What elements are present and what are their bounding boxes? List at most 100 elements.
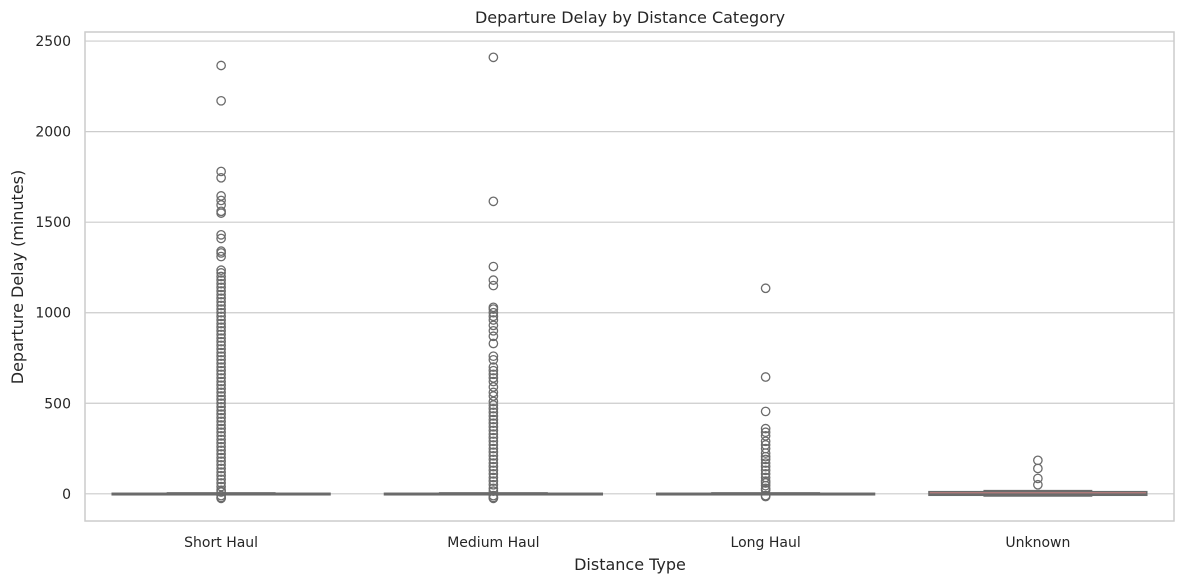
outlier-point bbox=[488, 440, 499, 450]
outlier-point bbox=[760, 427, 771, 438]
outlier-point bbox=[216, 300, 226, 311]
outlier-point bbox=[216, 233, 226, 244]
outlier-point bbox=[216, 265, 226, 276]
outlier-point bbox=[488, 411, 499, 421]
outlier-point bbox=[216, 449, 226, 459]
outlier-point bbox=[488, 407, 499, 418]
outlier-point bbox=[488, 421, 499, 432]
outlier-point bbox=[488, 275, 499, 285]
outlier-point bbox=[216, 398, 226, 409]
outlier-point bbox=[760, 478, 771, 488]
outlier-point bbox=[216, 409, 226, 419]
outlier-point bbox=[216, 286, 226, 296]
outlier-point bbox=[488, 376, 499, 387]
outlier-point bbox=[488, 465, 499, 476]
outlier-point bbox=[488, 479, 499, 490]
outlier-point bbox=[216, 402, 226, 412]
outlier-point bbox=[216, 376, 226, 387]
outlier-point bbox=[488, 425, 499, 436]
outlier-point bbox=[216, 474, 226, 485]
outlier-point bbox=[216, 289, 226, 300]
outlier-point bbox=[216, 452, 226, 463]
outlier-point bbox=[216, 427, 226, 438]
outlier-point bbox=[216, 191, 226, 201]
outlier-point bbox=[488, 454, 499, 465]
outlier-point bbox=[216, 208, 226, 218]
y-tick-label: 0 bbox=[62, 487, 71, 503]
outlier-point bbox=[488, 315, 499, 325]
outlier-point bbox=[760, 458, 771, 468]
outlier-point bbox=[216, 362, 226, 372]
outlier-point bbox=[216, 434, 226, 445]
outlier-point bbox=[488, 486, 499, 496]
outlier-point bbox=[488, 365, 499, 376]
outlier-point bbox=[216, 394, 226, 405]
grid-lines bbox=[85, 40, 1174, 495]
outlier-point bbox=[216, 325, 226, 336]
outlier-point bbox=[488, 458, 499, 468]
outlier-point bbox=[216, 373, 226, 383]
outlier-point bbox=[488, 304, 499, 314]
outlier-point bbox=[216, 380, 226, 391]
outlier-point bbox=[760, 431, 771, 441]
outlier-point bbox=[488, 362, 499, 372]
outlier-point bbox=[216, 420, 226, 430]
outlier-point bbox=[216, 304, 226, 314]
y-tick-label: 500 bbox=[44, 396, 71, 412]
outlier-point bbox=[216, 95, 226, 106]
outlier-point bbox=[488, 396, 499, 407]
outlier-point bbox=[216, 311, 226, 322]
outlier-point bbox=[216, 405, 226, 416]
outlier-point bbox=[216, 307, 226, 318]
outlier-point bbox=[488, 196, 499, 207]
outlier-point bbox=[1033, 455, 1043, 466]
outlier-point bbox=[216, 369, 226, 380]
outlier-point bbox=[216, 336, 226, 347]
outlier-point bbox=[216, 354, 226, 365]
outlier-point bbox=[216, 487, 226, 497]
outlier-point bbox=[216, 387, 226, 398]
outlier-point bbox=[488, 307, 499, 318]
chart-title: Departure Delay by Distance Category bbox=[475, 8, 785, 27]
outlier-point bbox=[216, 268, 226, 278]
outlier-point bbox=[1033, 473, 1043, 484]
outlier-point bbox=[488, 280, 499, 291]
outlier-point bbox=[216, 322, 226, 333]
outlier-point bbox=[216, 60, 226, 71]
outlier-point bbox=[488, 331, 499, 342]
outlier-point bbox=[488, 429, 499, 439]
outlier-point bbox=[488, 414, 499, 425]
boxes-layer bbox=[111, 52, 1148, 504]
outlier-point bbox=[488, 400, 499, 410]
outlier-point bbox=[488, 311, 499, 322]
outlier-point bbox=[216, 315, 226, 325]
outlier-point bbox=[216, 318, 226, 329]
outlier-point bbox=[216, 351, 226, 362]
y-axis-label: Departure Delay (minutes) bbox=[8, 170, 27, 385]
outlier-point bbox=[216, 383, 226, 394]
outlier-point bbox=[216, 493, 226, 504]
outlier-point bbox=[216, 271, 226, 282]
y-tick-label: 1500 bbox=[35, 215, 71, 231]
outlier-point bbox=[216, 460, 226, 470]
outlier-point bbox=[216, 278, 226, 289]
outlier-point bbox=[760, 283, 771, 294]
outlier-point bbox=[488, 436, 499, 447]
outlier-point bbox=[488, 373, 499, 383]
outlier-point bbox=[488, 338, 499, 349]
outlier-point bbox=[488, 472, 499, 483]
outlier-point bbox=[216, 463, 226, 474]
x-tick-label: Medium Haul bbox=[447, 535, 539, 551]
y-tick-label: 1000 bbox=[35, 306, 71, 322]
outlier-point bbox=[760, 454, 771, 465]
outlier-point bbox=[488, 461, 499, 472]
outlier-point bbox=[216, 416, 226, 427]
outlier-point bbox=[760, 469, 771, 479]
plot-frame bbox=[84, 31, 1175, 522]
outlier-point bbox=[216, 275, 226, 285]
outlier-point bbox=[216, 293, 226, 304]
outlier-point bbox=[760, 461, 771, 472]
outlier-point bbox=[488, 261, 499, 272]
outlier-point bbox=[488, 354, 499, 365]
